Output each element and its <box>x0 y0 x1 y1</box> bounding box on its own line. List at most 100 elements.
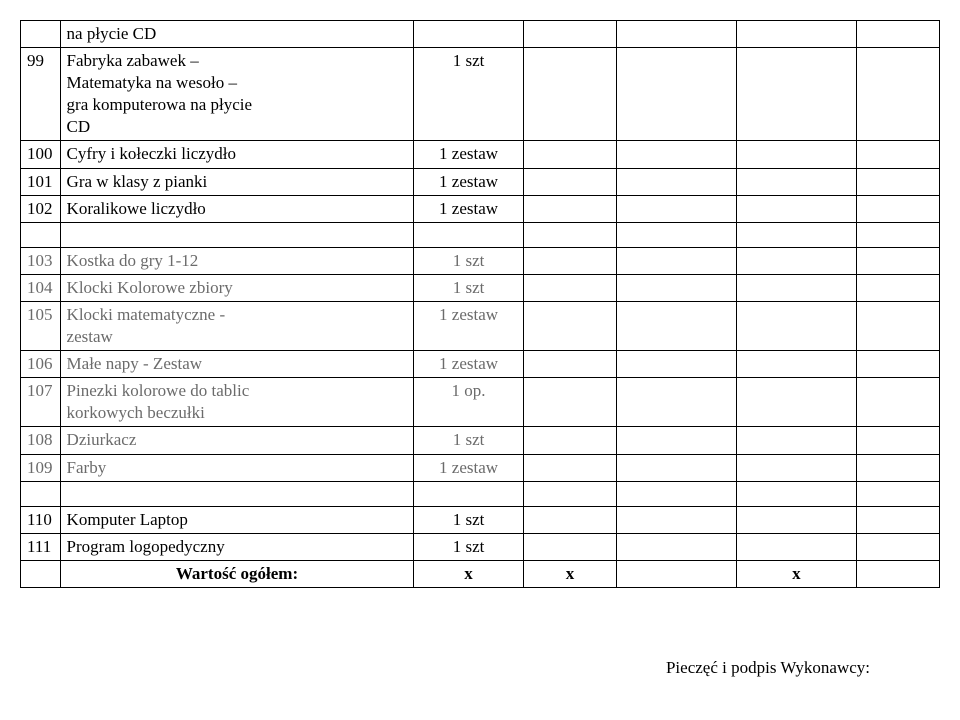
row-col6 <box>737 506 857 533</box>
row-quantity: 1 zestaw <box>414 141 523 168</box>
row-col5 <box>617 274 737 301</box>
row-col6 <box>737 301 857 350</box>
row-description: Kostka do gry 1-12 <box>60 247 414 274</box>
spacer-cell <box>523 481 617 506</box>
row-number: 104 <box>21 274 61 301</box>
row-col4 <box>523 274 617 301</box>
row-quantity: 1 szt <box>414 533 523 560</box>
row-col5 <box>617 533 737 560</box>
table-row: 106Małe napy - Zestaw1 zestaw <box>21 351 940 378</box>
row-col6 <box>737 141 857 168</box>
spacer-cell <box>21 222 61 247</box>
row-col4 <box>523 427 617 454</box>
row-number: 111 <box>21 533 61 560</box>
row-col7 <box>856 427 939 454</box>
row-description: Fabryka zabawek –Matematyka na wesoło –g… <box>60 48 414 141</box>
row-description: Wartość ogółem: <box>60 560 414 587</box>
row-col5 <box>617 506 737 533</box>
row-description: Gra w klasy z pianki <box>60 168 414 195</box>
row-col4 <box>523 301 617 350</box>
row-description: Program logopedyczny <box>60 533 414 560</box>
row-number: 106 <box>21 351 61 378</box>
row-col6 <box>737 454 857 481</box>
row-col4 <box>523 533 617 560</box>
spacer-cell <box>523 222 617 247</box>
row-col7 <box>856 48 939 141</box>
spacer-cell <box>21 481 61 506</box>
table-row: na płycie CD <box>21 21 940 48</box>
row-col7 <box>856 141 939 168</box>
row-col4 <box>523 21 617 48</box>
row-col5 <box>617 21 737 48</box>
row-col4: x <box>523 560 617 587</box>
row-col5 <box>617 141 737 168</box>
row-number: 107 <box>21 378 61 427</box>
row-description: na płycie CD <box>60 21 414 48</box>
row-col7 <box>856 560 939 587</box>
table-row: 109Farby1 zestaw <box>21 454 940 481</box>
row-quantity: 1 zestaw <box>414 195 523 222</box>
table-row: 101Gra w klasy z pianki1 zestaw <box>21 168 940 195</box>
row-col5 <box>617 378 737 427</box>
row-quantity: 1 zestaw <box>414 168 523 195</box>
spacer-cell <box>737 222 857 247</box>
row-description: Farby <box>60 454 414 481</box>
row-col6 <box>737 351 857 378</box>
table-row: 100Cyfry i kołeczki liczydło1 zestaw <box>21 141 940 168</box>
row-number: 100 <box>21 141 61 168</box>
footer-signature-label: Pieczęć i podpis Wykonawcy: <box>20 658 940 678</box>
row-number: 99 <box>21 48 61 141</box>
row-col5 <box>617 560 737 587</box>
spacer-cell <box>856 481 939 506</box>
row-col5 <box>617 351 737 378</box>
row-col5 <box>617 454 737 481</box>
spacer-cell <box>414 481 523 506</box>
row-col4 <box>523 195 617 222</box>
row-col6 <box>737 427 857 454</box>
row-quantity <box>414 21 523 48</box>
row-number <box>21 21 61 48</box>
row-col7 <box>856 378 939 427</box>
row-description: Komputer Laptop <box>60 506 414 533</box>
row-col5 <box>617 195 737 222</box>
row-number: 101 <box>21 168 61 195</box>
row-col6 <box>737 247 857 274</box>
spacer-cell <box>737 481 857 506</box>
row-col6 <box>737 48 857 141</box>
row-number: 108 <box>21 427 61 454</box>
row-col5 <box>617 48 737 141</box>
row-quantity: x <box>414 560 523 587</box>
row-col6: x <box>737 560 857 587</box>
table-row: 105Klocki matematyczne -zestaw1 zestaw <box>21 301 940 350</box>
row-description: Pinezki kolorowe do tablickorkowych becz… <box>60 378 414 427</box>
row-col7 <box>856 195 939 222</box>
row-quantity: 1 szt <box>414 48 523 141</box>
row-quantity: 1 zestaw <box>414 454 523 481</box>
row-col6 <box>737 168 857 195</box>
row-col4 <box>523 247 617 274</box>
spacer-cell <box>60 481 414 506</box>
row-number: 102 <box>21 195 61 222</box>
row-quantity: 1 zestaw <box>414 351 523 378</box>
table-row: 110Komputer Laptop1 szt <box>21 506 940 533</box>
row-col4 <box>523 506 617 533</box>
table-row: 102Koralikowe liczydło1 zestaw <box>21 195 940 222</box>
row-number: 105 <box>21 301 61 350</box>
row-quantity: 1 zestaw <box>414 301 523 350</box>
row-quantity: 1 op. <box>414 378 523 427</box>
row-quantity: 1 szt <box>414 274 523 301</box>
row-col7 <box>856 454 939 481</box>
items-table: na płycie CD99Fabryka zabawek –Matematyk… <box>20 20 940 588</box>
row-description: Małe napy - Zestaw <box>60 351 414 378</box>
row-col4 <box>523 351 617 378</box>
row-quantity: 1 szt <box>414 247 523 274</box>
row-number <box>21 560 61 587</box>
row-col7 <box>856 247 939 274</box>
spacer-cell <box>414 222 523 247</box>
row-col5 <box>617 168 737 195</box>
row-col7 <box>856 301 939 350</box>
row-col7 <box>856 21 939 48</box>
row-number: 109 <box>21 454 61 481</box>
table-row: 107Pinezki kolorowe do tablickorkowych b… <box>21 378 940 427</box>
table-row: 103Kostka do gry 1-121 szt <box>21 247 940 274</box>
